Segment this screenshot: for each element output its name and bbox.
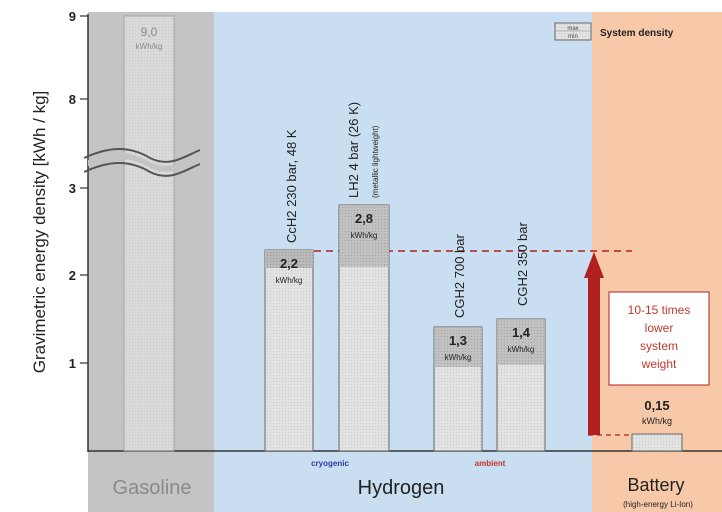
bar-cch2-label: CcH2 230 bar, 48 K [284,129,299,243]
legend-swatch-min: min [568,34,578,40]
legend-swatch-max: max [567,26,578,32]
annotation-line: system [640,339,678,353]
bar-battery-unit: kWh/kg [642,416,672,426]
bar-battery-value: 0,15 [644,398,669,413]
bar-cgh2-700-top [434,327,482,367]
annotation-line: weight [641,357,677,371]
section-label-gasoline: Gasoline [113,477,192,499]
bar-lh2-unit: kWh/kg [351,231,378,240]
bar-cch2-value: 2,2 [280,256,298,271]
bar-gasoline [123,15,175,452]
y-tick-label: 2 [69,268,76,283]
bar-gasoline-value: 9,0 [141,25,158,39]
bar-cch2-top [265,250,313,268]
bar-cch2 [264,249,314,452]
y-axis-title: Gravimetric energy density [kWh / kg] [30,91,49,373]
bar-cgh2-350-value: 1,4 [512,325,531,340]
bar-lh2-label: LH2 4 bar (26 K) [346,102,361,198]
group-label-ambient: ambient [475,459,506,468]
bar-lh2-sublabel: (metallic lightweight) [371,125,380,198]
y-tick-label: 9 [69,9,76,24]
section-label-battery: Battery [627,475,684,495]
annotation-arrow-head [584,252,604,278]
bar-cgh2-350-label: CGH2 350 bar [515,222,530,306]
bar-battery [631,433,683,452]
y-tick-label: 1 [69,356,76,371]
axis-break-marker [83,162,201,177]
annotation-arrow-shaft [588,276,600,435]
bar-cgh2-700-value: 1,3 [449,333,467,348]
group-label-cryogenic: cryogenic [311,459,349,468]
legend-swatch [554,22,592,41]
axis-break-marker [83,148,201,163]
bar-cgh2-700-label: CGH2 700 bar [452,234,467,318]
section-label-hydrogen: Hydrogen [358,477,445,499]
annotation-box [608,291,710,386]
bar-gasoline-unit: kWh/kg [136,42,163,51]
section-battery-bg [592,12,722,512]
y-tick-label: 8 [69,92,76,107]
axis-break-gap [88,152,210,172]
legend-label: System density [600,28,674,39]
section-sublabel-battery: (high-energy Li-Ion) [623,500,693,509]
bar-cgh2-700-unit: kWh/kg [445,353,472,362]
bar-lh2-value: 2,8 [355,211,373,226]
y-tick-label: 3 [69,181,76,196]
bar-cgh2-350-top [497,319,545,365]
annotation-line: lower [645,321,674,335]
annotation-line: 10-15 times [628,303,691,317]
bar-cgh2-350-unit: kWh/kg [508,345,535,354]
bar-cch2-unit: kWh/kg [276,276,303,285]
bar-lh2-top [339,205,389,267]
